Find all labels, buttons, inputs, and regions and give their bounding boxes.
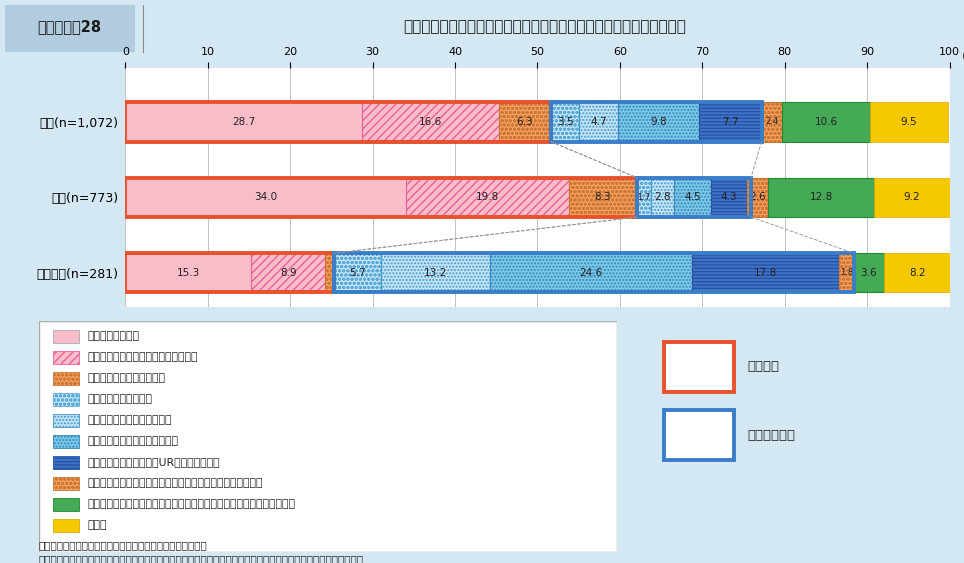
- Text: 2.4: 2.4: [765, 118, 779, 127]
- Text: (%): (%): [962, 50, 964, 60]
- Bar: [550, 102, 762, 141]
- Bar: [125, 253, 334, 293]
- Bar: [381, 253, 490, 293]
- Text: ：賃貸住宅計: ：賃貸住宅計: [748, 429, 795, 442]
- Text: 16.6: 16.6: [418, 117, 442, 127]
- Bar: [125, 253, 252, 293]
- Bar: [637, 178, 651, 217]
- Text: 3.6: 3.6: [861, 268, 877, 278]
- Bar: [692, 253, 839, 293]
- Text: 8.3: 8.3: [595, 193, 611, 202]
- Bar: [53, 351, 79, 364]
- FancyBboxPatch shape: [5, 5, 135, 52]
- Text: 19.8: 19.8: [475, 193, 498, 202]
- Bar: [674, 178, 711, 217]
- Text: 6.3: 6.3: [517, 117, 533, 127]
- Bar: [53, 477, 79, 490]
- Bar: [125, 102, 550, 141]
- Bar: [53, 330, 79, 343]
- Text: 介護保険施設（特別養護老人ホーム、介護老人福祉施設等）: 介護保険施設（特別養護老人ホーム、介護老人福祉施設等）: [88, 478, 263, 488]
- Bar: [699, 102, 763, 141]
- Text: 4.5: 4.5: [684, 193, 701, 202]
- Text: 有料老人ホームやサービス付き高齢者向け住宅（介護保険施設を除く）: 有料老人ホームやサービス付き高齢者向け住宅（介護保険施設を除く）: [88, 499, 296, 509]
- Bar: [490, 253, 692, 293]
- Text: シニア向け分譲マンション: シニア向け分譲マンション: [88, 373, 166, 383]
- Text: 9.8: 9.8: [651, 117, 667, 127]
- Bar: [637, 178, 751, 217]
- Text: 13.2: 13.2: [423, 268, 447, 278]
- Bar: [873, 178, 950, 217]
- Text: 24.6: 24.6: [579, 268, 602, 278]
- Text: 1.8: 1.8: [840, 269, 853, 278]
- Text: 賃貸住宅（公営・公社・UR等の集合住宅）: 賃貸住宅（公営・公社・UR等の集合住宅）: [88, 457, 221, 467]
- Bar: [334, 253, 854, 293]
- Text: その他: その他: [88, 520, 107, 530]
- Text: 7.7: 7.7: [722, 117, 739, 127]
- Bar: [839, 253, 854, 293]
- Text: 5.7: 5.7: [349, 268, 365, 278]
- Text: 賃貸住宅（一戸建て）: 賃貸住宅（一戸建て）: [88, 394, 152, 404]
- Bar: [782, 102, 870, 141]
- Bar: [325, 253, 334, 293]
- Bar: [252, 253, 325, 293]
- Bar: [711, 178, 747, 217]
- Bar: [618, 102, 699, 141]
- Text: 9.5: 9.5: [900, 117, 917, 127]
- Bar: [362, 102, 498, 141]
- Bar: [884, 253, 951, 293]
- Bar: [854, 253, 884, 293]
- Text: 9.2: 9.2: [903, 193, 920, 202]
- FancyBboxPatch shape: [39, 321, 617, 552]
- Bar: [664, 410, 734, 461]
- Text: 17.8: 17.8: [754, 268, 777, 278]
- Bar: [870, 102, 948, 141]
- Text: 34.0: 34.0: [254, 193, 277, 202]
- Text: 3.5: 3.5: [557, 117, 574, 127]
- Text: 12.8: 12.8: [810, 193, 833, 202]
- Text: 4.7: 4.7: [591, 117, 607, 127]
- Text: 4.3: 4.3: [721, 193, 737, 202]
- Bar: [53, 498, 79, 511]
- Text: 持家（分譲マンション等の集合住宅）: 持家（分譲マンション等の集合住宅）: [88, 352, 199, 362]
- Text: 10.6: 10.6: [815, 117, 838, 127]
- Bar: [53, 435, 79, 448]
- Bar: [53, 414, 79, 427]
- Bar: [125, 178, 637, 217]
- Text: 賃貸住宅（民間のマンション）: 賃貸住宅（民間のマンション）: [88, 436, 178, 446]
- Text: 資料：内閣府「高齢社会に関する意識調査」（令和５年度）
（注）住み替えの意向を持っている人、及び、住み替えの意向がない人のうち最近住み替えたと回答した人に質問。: 資料：内閣府「高齢社会に関する意識調査」（令和５年度） （注）住み替えの意向を持…: [39, 540, 363, 563]
- Text: ：持家計: ：持家計: [748, 360, 780, 373]
- Bar: [53, 394, 79, 406]
- Bar: [53, 520, 79, 533]
- Bar: [569, 178, 637, 217]
- Text: 賃貸住宅（民間のアパート）: 賃貸住宅（民間のアパート）: [88, 415, 173, 425]
- Text: 1.7: 1.7: [637, 193, 651, 202]
- Text: 8.2: 8.2: [909, 268, 925, 278]
- Bar: [747, 178, 768, 217]
- Bar: [664, 342, 734, 392]
- Text: 図１－３－28: 図１－３－28: [38, 20, 101, 34]
- Bar: [550, 102, 579, 141]
- Bar: [334, 253, 381, 293]
- Bar: [406, 178, 569, 217]
- Bar: [125, 102, 362, 141]
- Bar: [651, 178, 674, 217]
- Bar: [579, 102, 618, 141]
- Bar: [53, 457, 79, 470]
- Bar: [53, 372, 79, 385]
- Bar: [768, 178, 873, 217]
- Text: 2.8: 2.8: [655, 193, 671, 202]
- Text: 28.7: 28.7: [232, 117, 255, 127]
- Bar: [763, 102, 782, 141]
- Text: 8.9: 8.9: [280, 268, 296, 278]
- Text: 持家（一戸建て）: 持家（一戸建て）: [88, 331, 140, 341]
- Bar: [498, 102, 550, 141]
- Text: 住み替え先として考えている住居形態（全体・持家／賃貸住宅の別）: 住み替え先として考えている住居形態（全体・持家／賃貸住宅の別）: [403, 20, 686, 34]
- Bar: [125, 178, 406, 217]
- Text: 2.6: 2.6: [749, 193, 765, 202]
- Text: 15.3: 15.3: [176, 268, 200, 278]
